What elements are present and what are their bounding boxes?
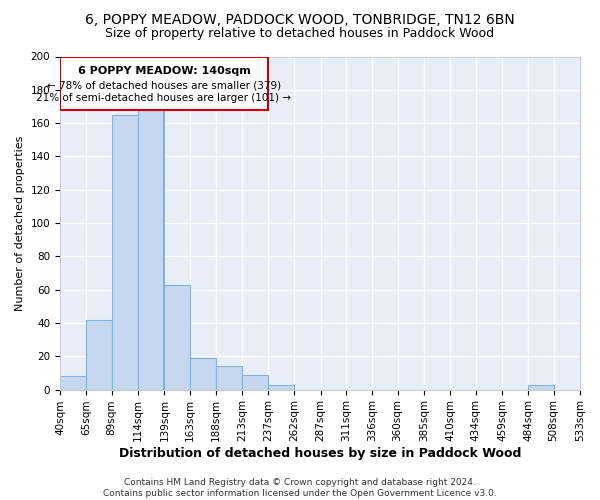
FancyBboxPatch shape (60, 56, 268, 110)
Text: Size of property relative to detached houses in Paddock Wood: Size of property relative to detached ho… (106, 28, 494, 40)
Bar (60, 376, 86, 390)
Text: 21% of semi-detached houses are larger (101) →: 21% of semi-detached houses are larger (… (37, 92, 292, 102)
Text: 6, POPPY MEADOW, PADDOCK WOOD, TONBRIDGE, TN12 6BN: 6, POPPY MEADOW, PADDOCK WOOD, TONBRIDGE… (85, 12, 515, 26)
Bar (190, 358, 216, 390)
Bar (86, 320, 112, 390)
Bar (242, 374, 268, 390)
Text: 6 POPPY MEADOW: 140sqm: 6 POPPY MEADOW: 140sqm (77, 66, 250, 76)
Text: ← 78% of detached houses are smaller (379): ← 78% of detached houses are smaller (37… (47, 80, 281, 90)
Bar (138, 110, 164, 390)
Text: Contains HM Land Registry data © Crown copyright and database right 2024.
Contai: Contains HM Land Registry data © Crown c… (103, 478, 497, 498)
Bar (164, 284, 190, 390)
Bar (216, 366, 242, 390)
Bar (529, 384, 554, 390)
Bar (112, 115, 138, 390)
X-axis label: Distribution of detached houses by size in Paddock Wood: Distribution of detached houses by size … (119, 447, 521, 460)
Y-axis label: Number of detached properties: Number of detached properties (15, 136, 25, 310)
Bar (268, 384, 294, 390)
